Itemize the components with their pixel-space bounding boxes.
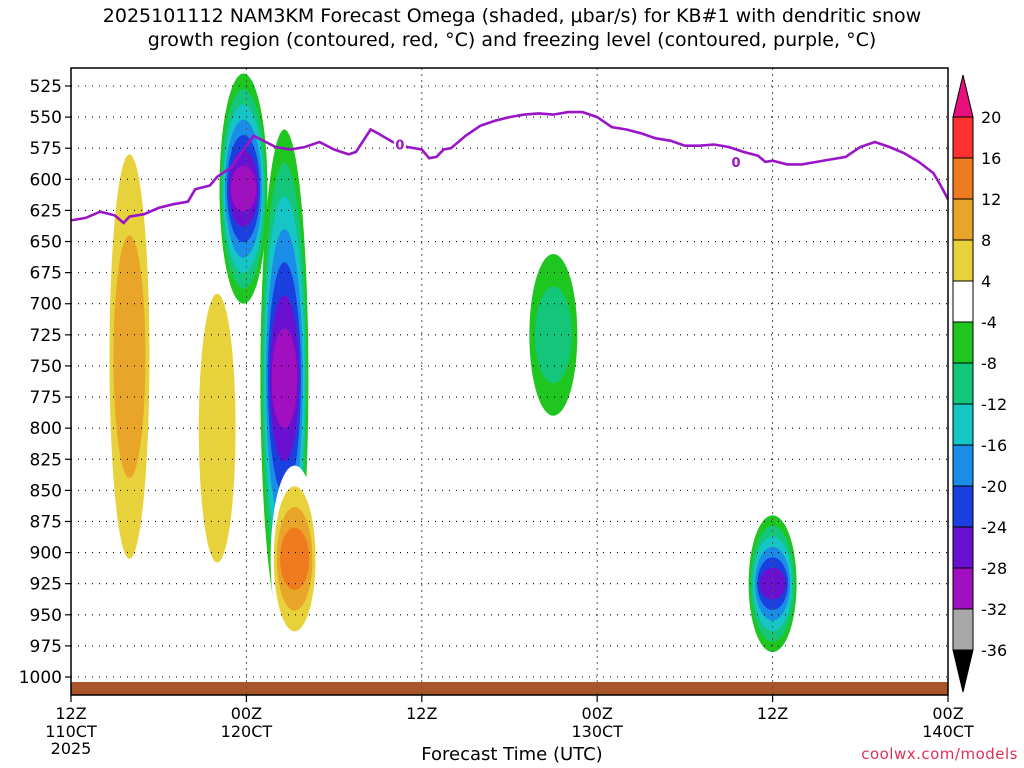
colorbar-label: -8 [981,354,997,373]
plot-frame [70,67,949,696]
y-tick-label: 600 [30,170,62,190]
y-tick-label: 800 [30,419,62,439]
y-tick-label: 825 [30,450,62,470]
contour-label-bg [730,153,743,169]
colorbar-label: -4 [981,313,997,332]
y-tick-label: 725 [30,326,62,346]
y-tick-label: 1000 [19,668,62,688]
freezing-level-contour: 00 [71,110,948,225]
x-tick-label: 12Z [55,704,86,723]
x-tick-label: 12Z [757,704,788,723]
y-tick-label: 975 [30,637,62,657]
colorbar-segment [952,444,974,487]
omega-feature-4-level-3 [279,527,310,590]
colorbar-segment [952,239,974,282]
terrain-band [71,681,948,695]
colorbar-label: -36 [981,641,1007,660]
colorbar-label: -32 [981,600,1007,619]
x-tick-label: 00Z [582,704,613,723]
omega-feature-0-level-2 [113,235,146,478]
colorbar-segment [952,526,974,569]
colorbar-label: -16 [981,436,1007,455]
freezing-level-line [71,110,948,225]
x-tick-label: 2025 [51,739,92,758]
y-tick-label: 925 [30,575,62,595]
y-tick-label: 575 [30,139,62,159]
colorbar-segment [952,321,974,364]
colorbar-label: -12 [981,395,1007,414]
colorbar-label: 16 [981,149,1001,168]
y-tick-label: 750 [30,357,62,377]
colorbar-segment [952,485,974,528]
y-tick-label: 675 [30,264,62,284]
y-tick-label: 875 [30,512,62,532]
x-tick-label: 120CT [221,722,273,741]
y-tick-label: 700 [30,295,62,315]
colorbar-segment [952,198,974,241]
y-tick-label: 900 [30,544,62,564]
colorbar-segment [952,116,974,159]
omega-feature-3-level-6 [271,328,298,429]
chart-title-line1: 2025101112 NAM3KM Forecast Omega (shaded… [102,5,922,27]
x-tick-label: 00Z [231,704,262,723]
colorbar-label: -28 [981,559,1007,578]
y-tick-label: 850 [30,481,62,501]
x-axis-label: Forecast Time (UTC) [421,744,603,765]
freezing-level-label: 0 [732,156,741,171]
chart-title-line2: growth region (contoured, red, °C) and f… [147,29,877,51]
colorbar-top-triangle [952,74,974,118]
colorbar-segment [952,403,974,446]
colorbar: 20 16 12 8 4 -4 -8 -12 -16 -20 -24 -28 -32 -36 [952,74,1007,693]
y-tick-label: 625 [30,201,62,221]
x-tick-label: 130CT [571,722,623,741]
colorbar-label: 4 [981,272,991,291]
y-axis: 525 550 575 600 625 650 675 700 725 750 775 800 825 8… [19,77,71,688]
colorbar-segment [952,280,974,323]
omega-feature-5-level-1 [534,286,572,384]
omega-feature-2-level-6 [230,165,257,212]
credit-text: coolwx.com/models [861,745,1018,763]
colorbar-segment [952,608,974,651]
colorbar-segment [952,567,974,610]
terrain-fill [71,681,948,695]
y-tick-label: 775 [30,388,62,408]
omega-feature-1-level-1 [198,293,236,563]
omega-shading [105,73,797,653]
colorbar-label: 12 [981,190,1001,209]
colorbar-segment [952,157,974,200]
colorbar-segment [952,362,974,405]
y-tick-label: 650 [30,233,62,253]
colorbar-label: -20 [981,477,1007,496]
colorbar-label: 8 [981,231,991,250]
omega-feature-6-level-5 [759,567,786,600]
contour-label-bg [393,136,406,152]
y-tick-label: 525 [30,77,62,97]
x-tick-label: 00Z [932,704,963,723]
x-tick-label: 110CT [45,722,97,741]
x-tick-label: 140CT [922,722,974,741]
colorbar-bottom-triangle [952,649,974,693]
colorbar-label: -24 [981,518,1007,537]
colorbar-label: 20 [981,108,1001,127]
y-tick-label: 950 [30,606,62,626]
freezing-level-label: 0 [395,138,404,153]
x-tick-label: 12Z [406,704,437,723]
y-tick-label: 550 [30,108,62,128]
